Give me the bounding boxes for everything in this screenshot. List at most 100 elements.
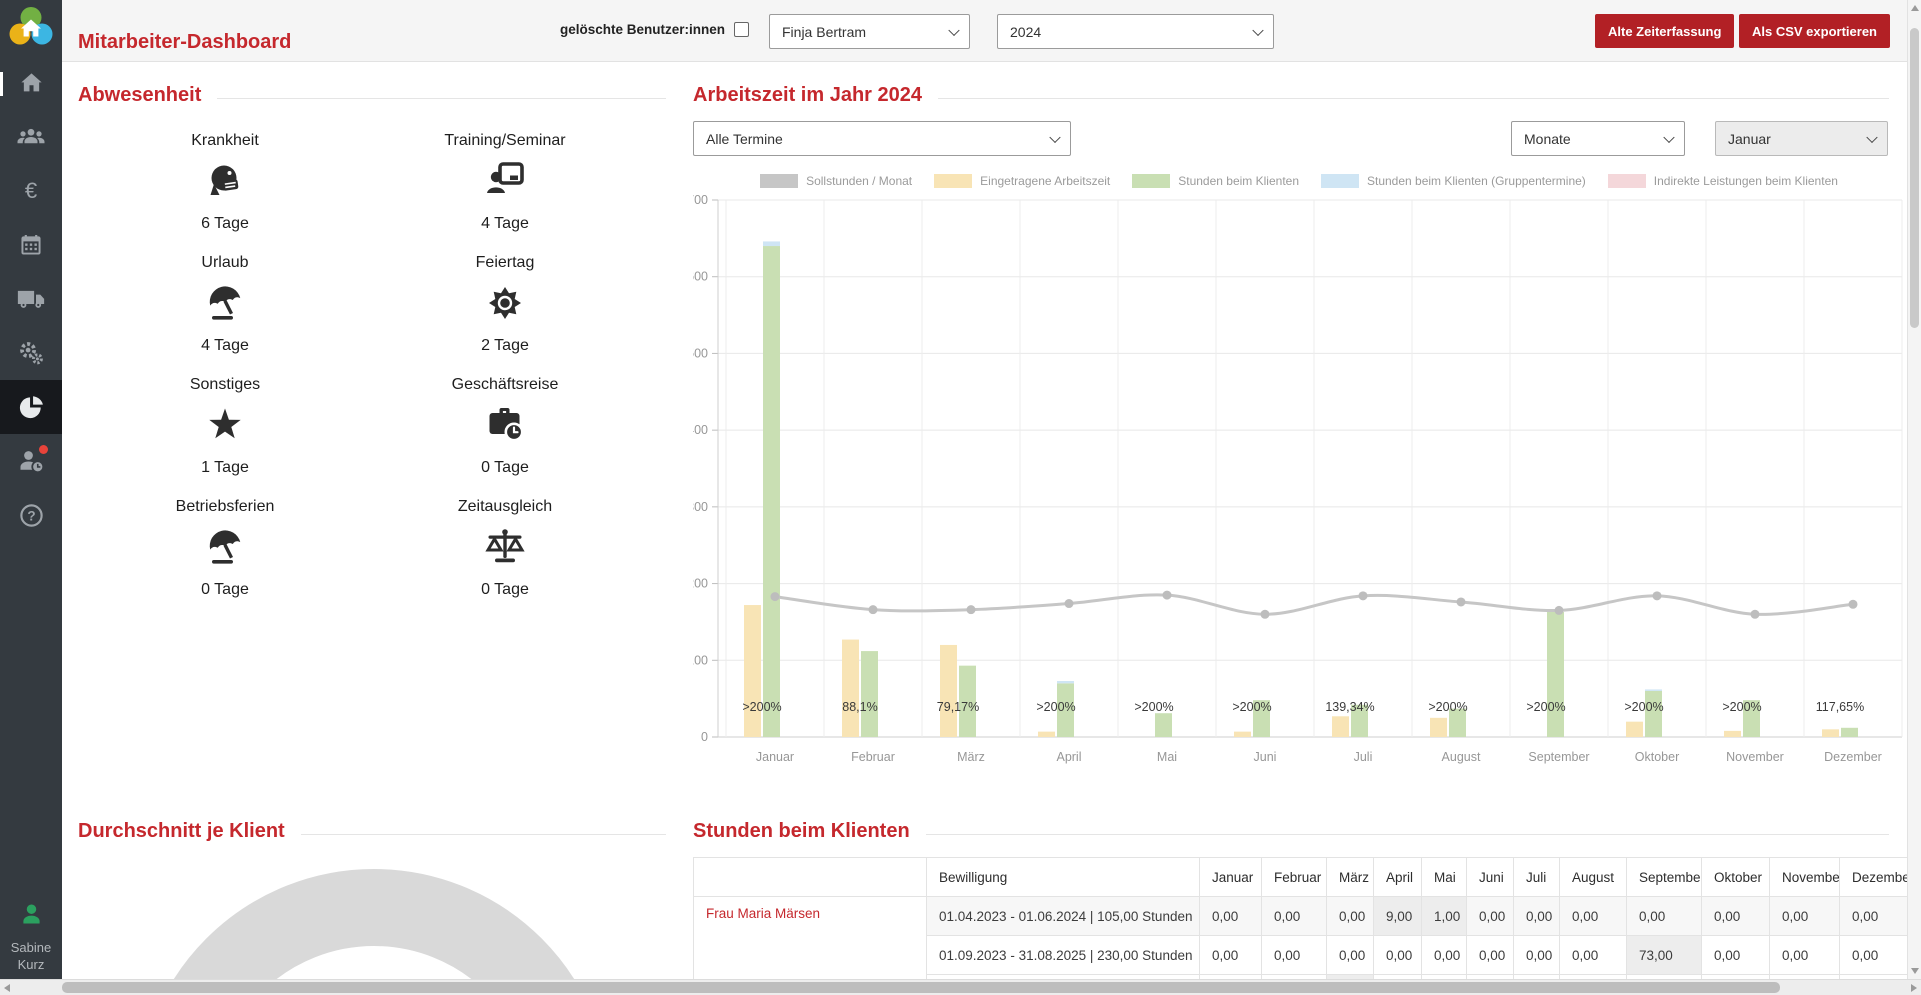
- svg-text:>200%: >200%: [1722, 700, 1761, 714]
- heading-rule: [926, 834, 1889, 835]
- sidebar-item-finances[interactable]: €: [0, 164, 62, 218]
- truck-tour-icon: [16, 284, 46, 314]
- svg-text:Juni: Juni: [1254, 750, 1277, 764]
- user-select[interactable]: Finja Bertram: [769, 14, 970, 49]
- svg-text:>200%: >200%: [1036, 700, 1075, 714]
- vertical-scrollbar-thumb[interactable]: [1910, 28, 1919, 328]
- average-per-client-gauge: [78, 848, 666, 979]
- star-icon: [203, 403, 247, 447]
- export-csv-button[interactable]: Als CSV exportieren: [1739, 14, 1890, 48]
- time-balance-scales-icon: [483, 525, 527, 569]
- bewilligung-cell: 01.09.2023 - 31.08.2025 | 230,00 Stunden: [927, 936, 1200, 975]
- heading-rule: [217, 98, 666, 99]
- old-time-tracking-button[interactable]: Alte Zeiterfassung: [1595, 14, 1734, 48]
- svg-text:500: 500: [693, 346, 708, 360]
- user-avatar-icon: [18, 901, 45, 928]
- legend-item-arbeitszeit[interactable]: Eingetragene Arbeitszeit: [934, 174, 1110, 188]
- legend-swatch: [1608, 174, 1646, 188]
- horizontal-scrollbar[interactable]: [0, 979, 1921, 995]
- user-select-wrap: Finja Bertram: [769, 14, 970, 49]
- sidebar-item-clients[interactable]: [0, 110, 62, 164]
- current-user[interactable]: Sabine Kurz: [0, 901, 62, 973]
- appointments-select[interactable]: Alle Termine: [693, 121, 1071, 156]
- svg-text:139,34%: 139,34%: [1325, 700, 1374, 714]
- svg-text:88,1%: 88,1%: [842, 700, 877, 714]
- table-header-row: Bewilligung Januar Februar März April Ma…: [694, 858, 1909, 897]
- sidebar-item-calendar[interactable]: [0, 218, 62, 272]
- gears-settings-icon: [17, 339, 45, 367]
- svg-text:400: 400: [693, 423, 708, 437]
- app-logo[interactable]: [7, 5, 55, 53]
- clients-group-icon: [16, 122, 46, 152]
- svg-text:600: 600: [693, 270, 708, 284]
- worktime-chart: 0100200300400500600700>200%Januar88,1%Fe…: [693, 195, 1905, 775]
- app-logo-icon: [7, 5, 55, 53]
- legend-swatch: [1132, 174, 1170, 188]
- page-title: Mitarbeiter-Dashboard: [78, 31, 291, 54]
- svg-text:>200%: >200%: [1526, 700, 1565, 714]
- svg-text:Mai: Mai: [1157, 750, 1177, 764]
- euro-finance-icon: €: [17, 177, 45, 205]
- svg-text:Oktober: Oktober: [1635, 750, 1679, 764]
- svg-text:0: 0: [701, 730, 708, 744]
- help-icon: ?: [18, 502, 45, 529]
- granularity-select-wrap: Monate: [1511, 121, 1685, 156]
- absence-item-krankheit: Krankheit 6 Tage: [85, 131, 365, 253]
- legend-swatch: [760, 174, 798, 188]
- absence-section-heading: Abwesenheit: [78, 84, 666, 107]
- client-hours-section-heading: Stunden beim Klienten: [693, 820, 1889, 843]
- legend-item-indirekte[interactable]: Indirekte Leistungen beim Klienten: [1608, 174, 1838, 188]
- client-name-link[interactable]: Frau Maria Märsen: [694, 897, 927, 980]
- legend-item-sollstunden[interactable]: Sollstunden / Monat: [760, 174, 912, 188]
- sidebar-item-tours[interactable]: [0, 272, 62, 326]
- deleted-users-checkbox[interactable]: [734, 22, 749, 37]
- sick-mask-icon: [203, 159, 247, 203]
- heading-rule: [301, 834, 666, 835]
- absence-item-sonstiges: Sonstiges 1 Tage: [85, 375, 365, 497]
- scroll-down-icon[interactable]: [1911, 968, 1919, 974]
- svg-text:>200%: >200%: [1428, 700, 1467, 714]
- home-icon: [18, 70, 45, 97]
- month-select[interactable]: Januar: [1715, 121, 1888, 156]
- year-select[interactable]: 2024: [997, 14, 1274, 49]
- sidebar-item-settings[interactable]: [0, 326, 62, 380]
- sidebar-item-help[interactable]: ?: [0, 488, 62, 542]
- vertical-scrollbar[interactable]: [1907, 0, 1921, 979]
- horizontal-scrollbar-thumb[interactable]: [62, 982, 1780, 993]
- legend-swatch: [1321, 174, 1359, 188]
- scroll-up-icon[interactable]: [1911, 5, 1919, 11]
- svg-text:April: April: [1056, 750, 1081, 764]
- svg-text:200: 200: [693, 577, 708, 591]
- legend-item-gruppentermine[interactable]: Stunden beim Klienten (Gruppentermine): [1321, 174, 1586, 188]
- sidebar-item-statistics[interactable]: [0, 380, 62, 434]
- svg-text:Dezember: Dezember: [1824, 750, 1882, 764]
- svg-text:November: November: [1726, 750, 1784, 764]
- pie-statistics-icon: [17, 393, 46, 422]
- gauge-ring: [137, 869, 611, 979]
- absence-item-urlaub: Urlaub 4 Tage: [85, 253, 365, 375]
- absence-item-zeitausgleich: Zeitausgleich 0 Tage: [365, 497, 645, 619]
- absence-item-feiertag: Feiertag 2 Tage: [365, 253, 645, 375]
- calendar-icon: [18, 232, 44, 258]
- svg-text:>200%: >200%: [742, 700, 781, 714]
- sidebar-item-home[interactable]: [0, 56, 62, 110]
- legend-item-klienten[interactable]: Stunden beim Klienten: [1132, 174, 1299, 188]
- business-trip-briefcase-clock-icon: [483, 403, 527, 447]
- sidebar-item-personnel[interactable]: [0, 434, 62, 488]
- absence-item-betriebsferien: Betriebsferien 0 Tage: [85, 497, 365, 619]
- holiday-sun-icon: [483, 281, 527, 325]
- current-user-name: Sabine Kurz: [0, 939, 62, 973]
- svg-text:100: 100: [693, 653, 708, 667]
- client-hours-table-wrap: Bewilligung Januar Februar März April Ma…: [693, 857, 1908, 979]
- absence-grid: Krankheit 6 Tage Training/Seminar 4 Tage…: [85, 131, 645, 619]
- heading-rule: [938, 98, 1889, 99]
- svg-text:September: September: [1528, 750, 1589, 764]
- notification-badge: [39, 445, 48, 454]
- topbar: Mitarbeiter-Dashboard gelöschte Benutzer…: [62, 0, 1907, 62]
- scroll-right-icon[interactable]: [1911, 984, 1917, 992]
- scroll-left-icon[interactable]: [4, 984, 10, 992]
- svg-text:>200%: >200%: [1232, 700, 1271, 714]
- sidebar-nav: €: [0, 56, 62, 542]
- granularity-select[interactable]: Monate: [1511, 121, 1685, 156]
- bewilligung-cell: 01.04.2023 - 01.06.2024 | 105,00 Stunden: [927, 897, 1200, 936]
